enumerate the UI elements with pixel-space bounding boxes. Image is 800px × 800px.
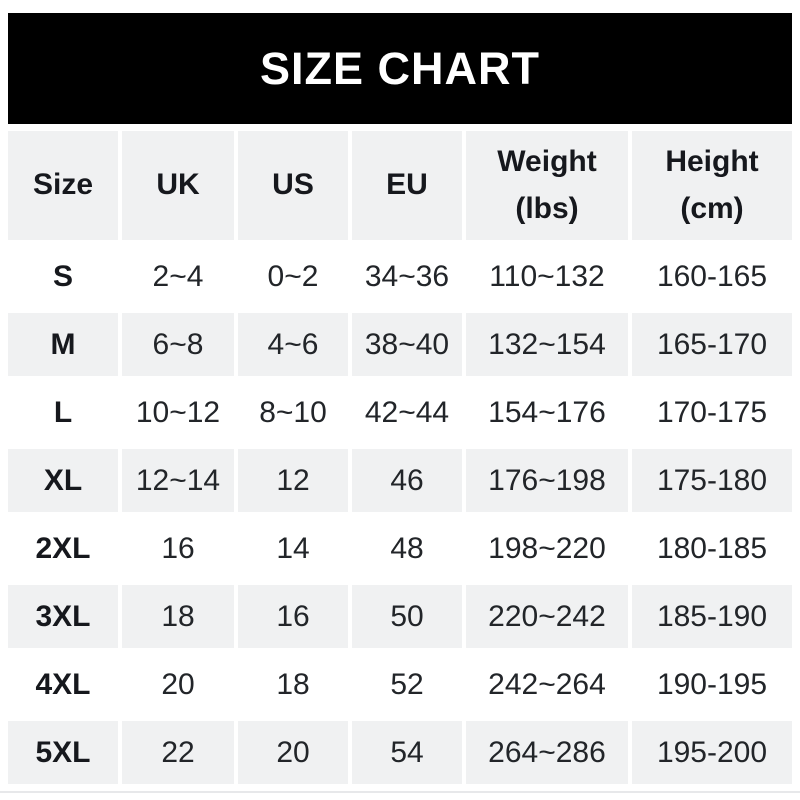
size-row-label: L [8,381,118,444]
col-header-weight-label: Weight [497,145,597,178]
col-header-eu-label: EU [386,168,428,202]
size-table-cell: 20 [122,653,234,716]
size-table-cell: 16 [122,517,234,580]
size-table-cell: 20 [238,721,348,784]
size-table-cell: 16 [238,585,348,648]
size-table-cell: 54 [352,721,462,784]
size-table-cell: 132~154 [466,313,628,376]
size-table-cell: 110~132 [466,245,628,308]
size-table-cell: 4~6 [238,313,348,376]
size-table-cell: 175-180 [632,449,792,512]
size-table-cell: 160-165 [632,245,792,308]
size-table-cell: 50 [352,585,462,648]
col-header-height-label: Height [665,145,759,178]
size-table-cell: 34~36 [352,245,462,308]
size-table-cell: 154~176 [466,381,628,444]
size-row-label: XL [8,449,118,512]
size-table-cell: 220~242 [466,585,628,648]
size-table-cell: 185-190 [632,585,792,648]
size-table-cell: 180-185 [632,517,792,580]
col-header-us-label: US [272,168,314,202]
col-header-us: US [238,131,348,240]
size-table-cell: 176~198 [466,449,628,512]
size-table-cell: 14 [238,517,348,580]
size-table: Size UK US EU Weight (lbs) Height (cm) S… [8,131,792,784]
size-row-label: 5XL [8,721,118,784]
size-row-label: 4XL [8,653,118,716]
size-table-cell: 198~220 [466,517,628,580]
size-chart-banner: SIZE CHART [8,13,792,124]
size-table-cell: 8~10 [238,381,348,444]
size-table-cell: 12 [238,449,348,512]
col-header-uk-label: UK [156,168,200,202]
col-header-height-sub: (cm) [680,191,744,225]
size-table-cell: 22 [122,721,234,784]
col-header-height: Height (cm) [632,131,792,240]
col-header-weight: Weight (lbs) [466,131,628,240]
col-header-uk: UK [122,131,234,240]
size-table-cell: 42~44 [352,381,462,444]
size-table-cell: 165-170 [632,313,792,376]
size-table-cell: 38~40 [352,313,462,376]
col-header-size: Size [8,131,118,240]
size-table-cell: 12~14 [122,449,234,512]
size-table-cell: 10~12 [122,381,234,444]
col-header-size-label: Size [32,168,94,202]
col-header-weight-sub: (lbs) [515,191,579,225]
size-table-cell: 264~286 [466,721,628,784]
size-table-cell: 190-195 [632,653,792,716]
size-table-cell: 48 [352,517,462,580]
size-table-cell: 0~2 [238,245,348,308]
size-table-cell: 52 [352,653,462,716]
size-table-cell: 170-175 [632,381,792,444]
bottom-divider [0,791,800,793]
size-table-cell: 242~264 [466,653,628,716]
size-table-cell: 195-200 [632,721,792,784]
size-table-cell: 18 [122,585,234,648]
size-row-label: M [8,313,118,376]
page-title: SIZE CHART [260,42,540,94]
size-row-label: 2XL [8,517,118,580]
col-header-eu: EU [352,131,462,240]
size-table-cell: 46 [352,449,462,512]
size-row-label: S [8,245,118,308]
size-row-label: 3XL [8,585,118,648]
size-table-cell: 18 [238,653,348,716]
size-table-cell: 6~8 [122,313,234,376]
size-table-cell: 2~4 [122,245,234,308]
